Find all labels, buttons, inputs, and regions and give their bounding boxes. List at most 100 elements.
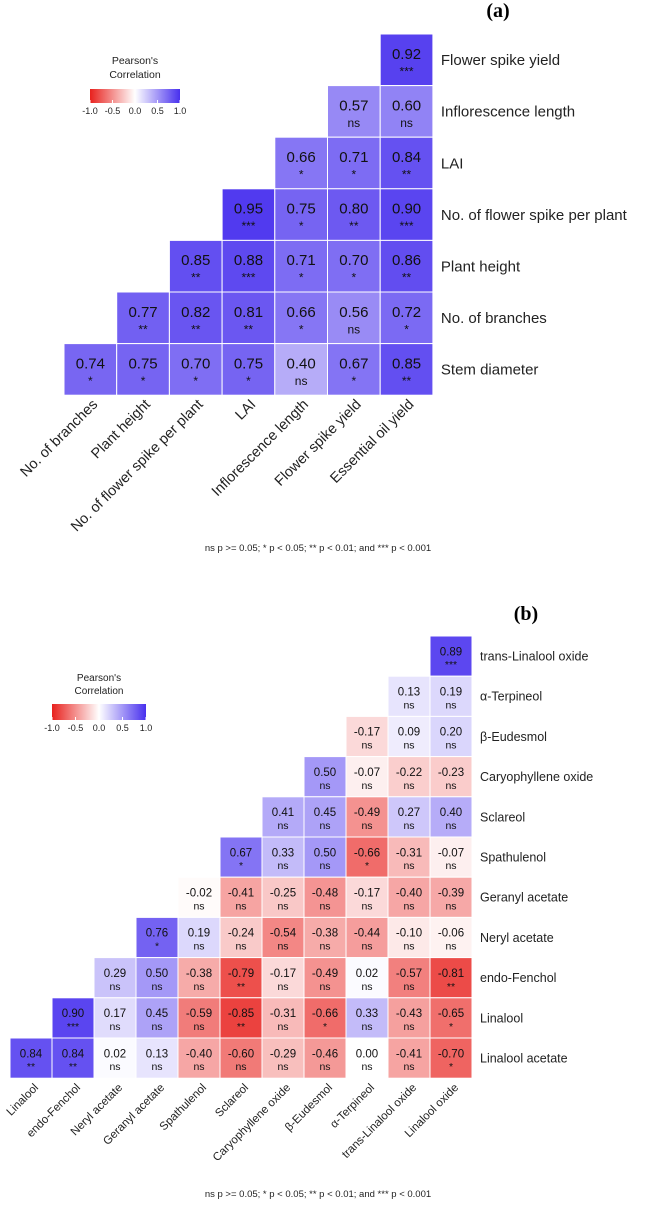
cell-value-label: 0.57 [339, 97, 368, 114]
heatmap-cell [303, 957, 347, 999]
row-label: trans-Linalool oxide [480, 649, 588, 663]
cell-value-label: 0.81 [234, 304, 263, 321]
heatmap-cell [345, 836, 389, 878]
cell-significance-label: ns [361, 900, 372, 912]
cell-significance-label: ns [277, 981, 288, 993]
cell-value-label: 0.88 [234, 252, 263, 269]
cell-significance-label: ns [445, 860, 456, 872]
cell-value-label: -0.49 [354, 807, 380, 819]
heatmap-cell [429, 715, 473, 758]
cell-significance-label: ns [319, 820, 330, 832]
cell-significance-label: ns [151, 981, 162, 993]
cell-significance-label: ns [193, 1061, 204, 1073]
cell-significance-label: * [365, 860, 369, 872]
cell-significance-label: ns [445, 699, 456, 711]
cell-significance-label: ns [277, 860, 288, 872]
heatmap-cell [345, 876, 389, 918]
heatmap-cell [93, 1037, 137, 1079]
heatmap-cell [135, 997, 179, 1039]
cell-value-label: 0.66 [287, 149, 316, 166]
cell-significance-label: ns [445, 900, 456, 912]
heatmap-cell [345, 916, 389, 959]
cell-significance-label: ** [27, 1061, 35, 1073]
cell-significance-label: ns [277, 941, 288, 953]
cell-significance-label: ns [361, 1021, 372, 1033]
cell-value-label: 0.19 [440, 686, 462, 698]
heatmap-cell [261, 957, 305, 999]
cell-significance-label: ns [319, 860, 330, 872]
heatmap-cell [429, 916, 473, 959]
cell-value-label: -0.60 [228, 1048, 254, 1060]
heatmap-cell [135, 916, 179, 959]
cell-value-label: 0.86 [392, 252, 421, 269]
row-label: Neryl acetate [480, 931, 554, 945]
heatmap-cell [221, 239, 276, 293]
legend-color-bar [90, 89, 180, 103]
cell-value-label: -0.81 [438, 968, 464, 980]
row-label: Linalool acetate [480, 1051, 568, 1065]
footnote: ns p >= 0.05; * p < 0.05; ** p < 0.01; a… [205, 543, 431, 554]
cell-significance-label: ns [277, 1061, 288, 1073]
column-label: Inflorescence length [209, 397, 312, 500]
cell-value-label: 0.20 [440, 727, 462, 739]
legend: Pearson's Correlation -1.0 -0.5 0.0 0.5 1.0 [82, 55, 186, 116]
cell-significance-label: ns [277, 900, 288, 912]
cell-significance-label: ns [319, 900, 330, 912]
cell-value-label: -0.66 [312, 1008, 338, 1020]
cell-significance-label: * [299, 322, 304, 336]
legend-tick-label: 0.0 [129, 106, 142, 116]
cell-value-label: -0.17 [354, 727, 380, 739]
cell-significance-label: ns [109, 981, 120, 993]
column-label: Caryophyllene oxide [211, 1082, 293, 1164]
legend: Pearson's Correlation -1.0 -0.5 0.0 0.5 1.0 [44, 673, 152, 733]
heatmap-cell [303, 876, 347, 918]
cell-value-label: -0.43 [396, 1008, 422, 1020]
cell-value-label: -0.49 [312, 968, 338, 980]
cell-significance-label: ns [319, 981, 330, 993]
cell-significance-label: * [449, 1061, 453, 1073]
heatmap-cell [379, 136, 434, 190]
heatmap-cell [429, 756, 473, 798]
cell-significance-label: ns [361, 981, 372, 993]
row-label: Linalool [480, 1011, 523, 1025]
cell-significance-label: ** [191, 271, 201, 285]
heatmap-cell [51, 997, 95, 1039]
cell-significance-label: ** [447, 981, 455, 993]
heatmap-cell [221, 343, 276, 396]
cell-value-label: 0.85 [392, 355, 421, 372]
cell-value-label: -0.07 [354, 767, 380, 779]
heatmap-cell [116, 291, 170, 345]
cell-significance-label: ns [361, 780, 372, 792]
heatmap-cell [327, 291, 381, 345]
cell-value-label: -0.65 [438, 1008, 464, 1020]
cell-value-label: 0.67 [230, 847, 252, 859]
cell-value-label: -0.06 [438, 928, 464, 940]
cell-value-label: 0.27 [398, 807, 420, 819]
cell-value-label: -0.41 [228, 887, 254, 899]
cell-significance-label: ns [445, 740, 456, 752]
heatmap-cell [379, 85, 434, 138]
heatmap-cell [429, 635, 473, 677]
cell-value-label: -0.40 [186, 1048, 212, 1060]
cell-significance-label: *** [400, 64, 414, 78]
cell-significance-label: ns [403, 1061, 414, 1073]
cell-significance-label: ns [109, 1061, 120, 1073]
row-label: No. of flower spike per plant [441, 207, 628, 224]
cell-significance-label: * [352, 271, 357, 285]
cell-significance-label: ns [403, 740, 414, 752]
panel-label: (a) [486, 0, 509, 22]
cell-value-label: -0.07 [438, 847, 464, 859]
heatmap-cell [303, 796, 347, 838]
heatmap-cell [379, 343, 434, 396]
cell-significance-label: ns [319, 1061, 330, 1073]
cell-value-label: -0.17 [270, 968, 296, 980]
cell-value-label: -0.40 [396, 887, 422, 899]
cell-value-label: 0.77 [128, 304, 157, 321]
heatmap-panel-b: (b)0.89***0.13ns0.19ns-0.17ns0.09ns0.20n… [5, 603, 594, 1200]
cell-significance-label: * [299, 167, 304, 181]
cell-significance-label: ns [361, 941, 372, 953]
heatmap-cell [387, 997, 431, 1039]
cell-value-label: 0.33 [356, 1008, 378, 1020]
heatmap-cell [429, 957, 473, 999]
heatmap-panel-a: (a)0.92***0.57ns0.60ns0.66*0.71*0.84**0.… [17, 0, 627, 554]
